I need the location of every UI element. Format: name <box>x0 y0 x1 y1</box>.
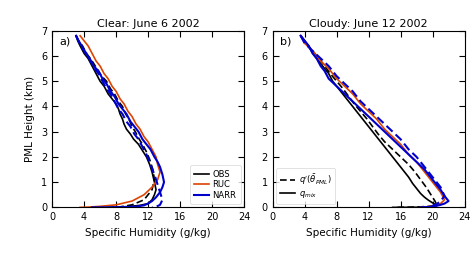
X-axis label: Specific Humidity (g/kg): Specific Humidity (g/kg) <box>306 228 431 238</box>
Title: Cloudy: June 12 2002: Cloudy: June 12 2002 <box>310 18 428 29</box>
Text: a): a) <box>60 36 71 46</box>
Legend: OBS, RUC, NARR: OBS, RUC, NARR <box>190 165 241 204</box>
Title: Clear: June 6 2002: Clear: June 6 2002 <box>97 18 200 29</box>
Y-axis label: PML Height (km): PML Height (km) <box>26 76 36 162</box>
X-axis label: Specific Humidity (g/kg): Specific Humidity (g/kg) <box>85 228 211 238</box>
Text: b): b) <box>281 36 292 46</box>
Legend: $q'(\bar{\theta}_{PML})$, $q_{mix}$: $q'(\bar{\theta}_{PML})$, $q_{mix}$ <box>276 168 336 204</box>
